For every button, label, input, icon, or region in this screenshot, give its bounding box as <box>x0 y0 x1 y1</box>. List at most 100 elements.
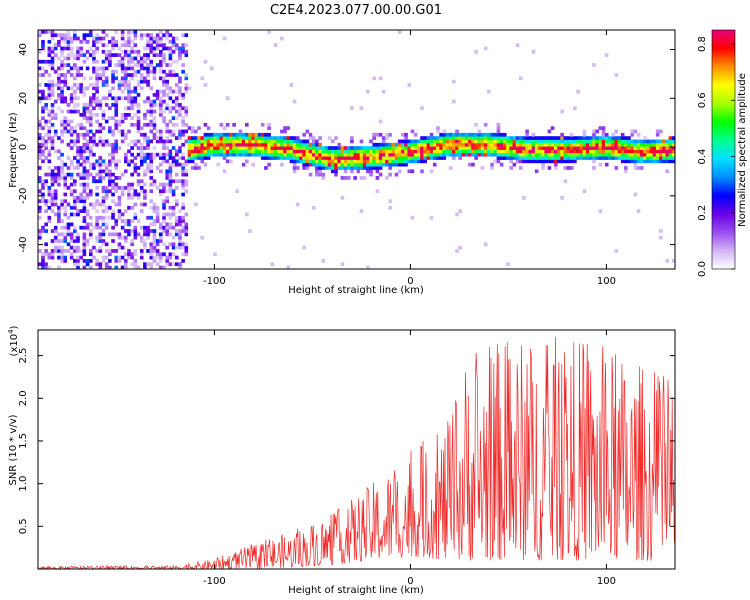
spectrogram-cell-2126 <box>369 149 373 154</box>
spectrogram-cell-1262 <box>155 249 160 253</box>
spectrogram-cell-457 <box>79 152 83 157</box>
spectrogram-cell-2048 <box>343 166 348 170</box>
spectrogram-cell-2302 <box>429 152 434 157</box>
spectrogram-cell-714 <box>101 109 106 114</box>
spectrogram-cell-2033 <box>337 149 341 154</box>
spectrogram-cell-841 <box>114 126 119 130</box>
spectrogram-cell-86 <box>44 119 48 124</box>
spectrogram-cell-171 <box>53 249 58 253</box>
spectrogram-cell-2435 <box>477 129 482 134</box>
spectrogram-cell-1036 <box>133 162 138 167</box>
spectrogram-cell-2803 <box>608 142 612 147</box>
spectrogram-cell-1431 <box>168 56 173 61</box>
spectrogram-cell-1034 <box>133 169 138 174</box>
spectrogram-cell-330 <box>66 46 71 51</box>
spectrogram-cell-204 <box>57 232 61 237</box>
spectrogram-cell-200 <box>57 255 61 260</box>
spectrogram-cell-2561 <box>525 159 529 164</box>
spectrogram-cell-2952 <box>665 259 670 263</box>
spectrogram-cell-1866 <box>283 152 287 157</box>
spectrogram-cell-1646 <box>200 136 205 140</box>
spectrogram-cell-1454 <box>171 129 176 134</box>
spectrogram-cell-486 <box>82 205 87 210</box>
spectrogram-cell-745 <box>104 139 109 144</box>
spectrogram-cell-2452 <box>483 122 488 127</box>
spectrogram-cell-2461 <box>487 89 491 94</box>
spectrogram-cell-2085 <box>356 159 361 164</box>
spectrogram-cell-2428 <box>477 152 482 157</box>
spectrogram-cell-484 <box>82 215 87 220</box>
spectrogram-cell-70 <box>44 249 48 253</box>
spectrogram-cell-1235 <box>152 182 157 187</box>
spectrogram-cell-30 <box>38 59 42 64</box>
spectrogram-cell-20 <box>38 132 42 137</box>
spectrogram-cell-2427 <box>474 49 478 54</box>
spectrogram-cell-372 <box>73 249 77 253</box>
spectrogram-cell-2249 <box>410 215 415 220</box>
spectrogram-cell-2967 <box>668 139 673 144</box>
spectrogram-cell-2381 <box>458 152 463 157</box>
spectrogram-cell-2364 <box>452 136 456 140</box>
spectrogram-cell-374 <box>73 239 77 243</box>
spectrogram-cell-1666 <box>206 136 211 140</box>
spectrogram-cell-752 <box>104 66 109 71</box>
spectrogram-cell-2725 <box>582 189 587 194</box>
spectrogram-cell-116 <box>47 109 52 114</box>
spectrogram-cell-2059 <box>346 156 351 160</box>
spectrogram-cell-2875 <box>633 146 638 150</box>
spectrogram-cell-2332 <box>439 136 443 140</box>
spectrogram-cell-2298 <box>426 136 431 140</box>
spectrogram-cell-1091 <box>139 202 144 207</box>
spectrogram-cell-768 <box>108 179 112 184</box>
spectrogram-cell-2826 <box>617 152 622 157</box>
spectrogram-cell-1970 <box>315 146 319 150</box>
spectrogram-cell-2348 <box>445 136 450 140</box>
spectrogram-cell-1653 <box>203 142 208 147</box>
spectrogram-cell-697 <box>101 219 106 223</box>
spectrogram-cell-992 <box>130 229 134 233</box>
spectrogram-cell-1363 <box>165 255 169 260</box>
spectrogram-cell-2805 <box>608 136 612 140</box>
spectrogram-cell-910 <box>120 56 125 61</box>
spectrogram-cell-673 <box>98 162 103 167</box>
spectrogram-cell-71 <box>44 242 48 247</box>
spectrogram-cell-2444 <box>483 242 488 247</box>
spectrogram-cell-504 <box>82 132 87 137</box>
spectrogram-cell-1714 <box>225 149 230 154</box>
spectrogram-cell-2668 <box>560 139 564 144</box>
spectrogram-cell-1940 <box>305 139 310 144</box>
spectrogram-cell-2118 <box>366 89 370 94</box>
spectrogram-cell-413 <box>76 245 80 250</box>
spectrogram-cell-2161 <box>378 132 383 137</box>
spectrogram-cell-2796 <box>604 136 609 140</box>
spectrogram-cell-594 <box>92 179 96 184</box>
spectrogram-cell-287 <box>63 176 68 180</box>
spectrogram-cell-1183 <box>149 255 154 260</box>
spectrogram-cell-1414 <box>168 166 173 170</box>
spectrogram-cell-2772 <box>598 152 603 157</box>
spectrogram-cell-438 <box>76 69 80 74</box>
spectrogram-cell-961 <box>127 162 131 167</box>
spectrogram-cell-1220 <box>149 33 154 38</box>
spectrogram-cell-1527 <box>178 56 182 61</box>
spectrogram-cell-557 <box>88 249 93 253</box>
spectrogram-cell-747 <box>104 103 109 107</box>
spectrogram-cell-386 <box>73 166 77 170</box>
spectrogram-cell-864 <box>117 212 122 217</box>
spectrogram-cell-1499 <box>178 262 182 267</box>
spectrogram-cell-1175 <box>146 53 150 57</box>
spectrogram-cell-73 <box>44 222 48 227</box>
spectrogram-cell-209 <box>57 205 61 210</box>
spectrogram-cell-1205 <box>149 119 154 124</box>
spectrogram-cell-1637 <box>197 126 201 130</box>
spectrogram-cell-68 <box>44 262 48 267</box>
spectrogram-cell-2962 <box>668 156 673 160</box>
spectrogram-cell-2657 <box>557 146 561 150</box>
spectrogram-cell-2416 <box>471 136 475 140</box>
spectrogram-cell-2235 <box>404 146 408 150</box>
spectrogram-cell-1222 <box>152 255 157 260</box>
spectrogram-cell-2822 <box>614 136 619 140</box>
spectrogram-cell-228 <box>57 56 61 61</box>
spectrogram-cell-2181 <box>385 142 389 147</box>
spectrogram-cell-1854 <box>276 136 281 140</box>
